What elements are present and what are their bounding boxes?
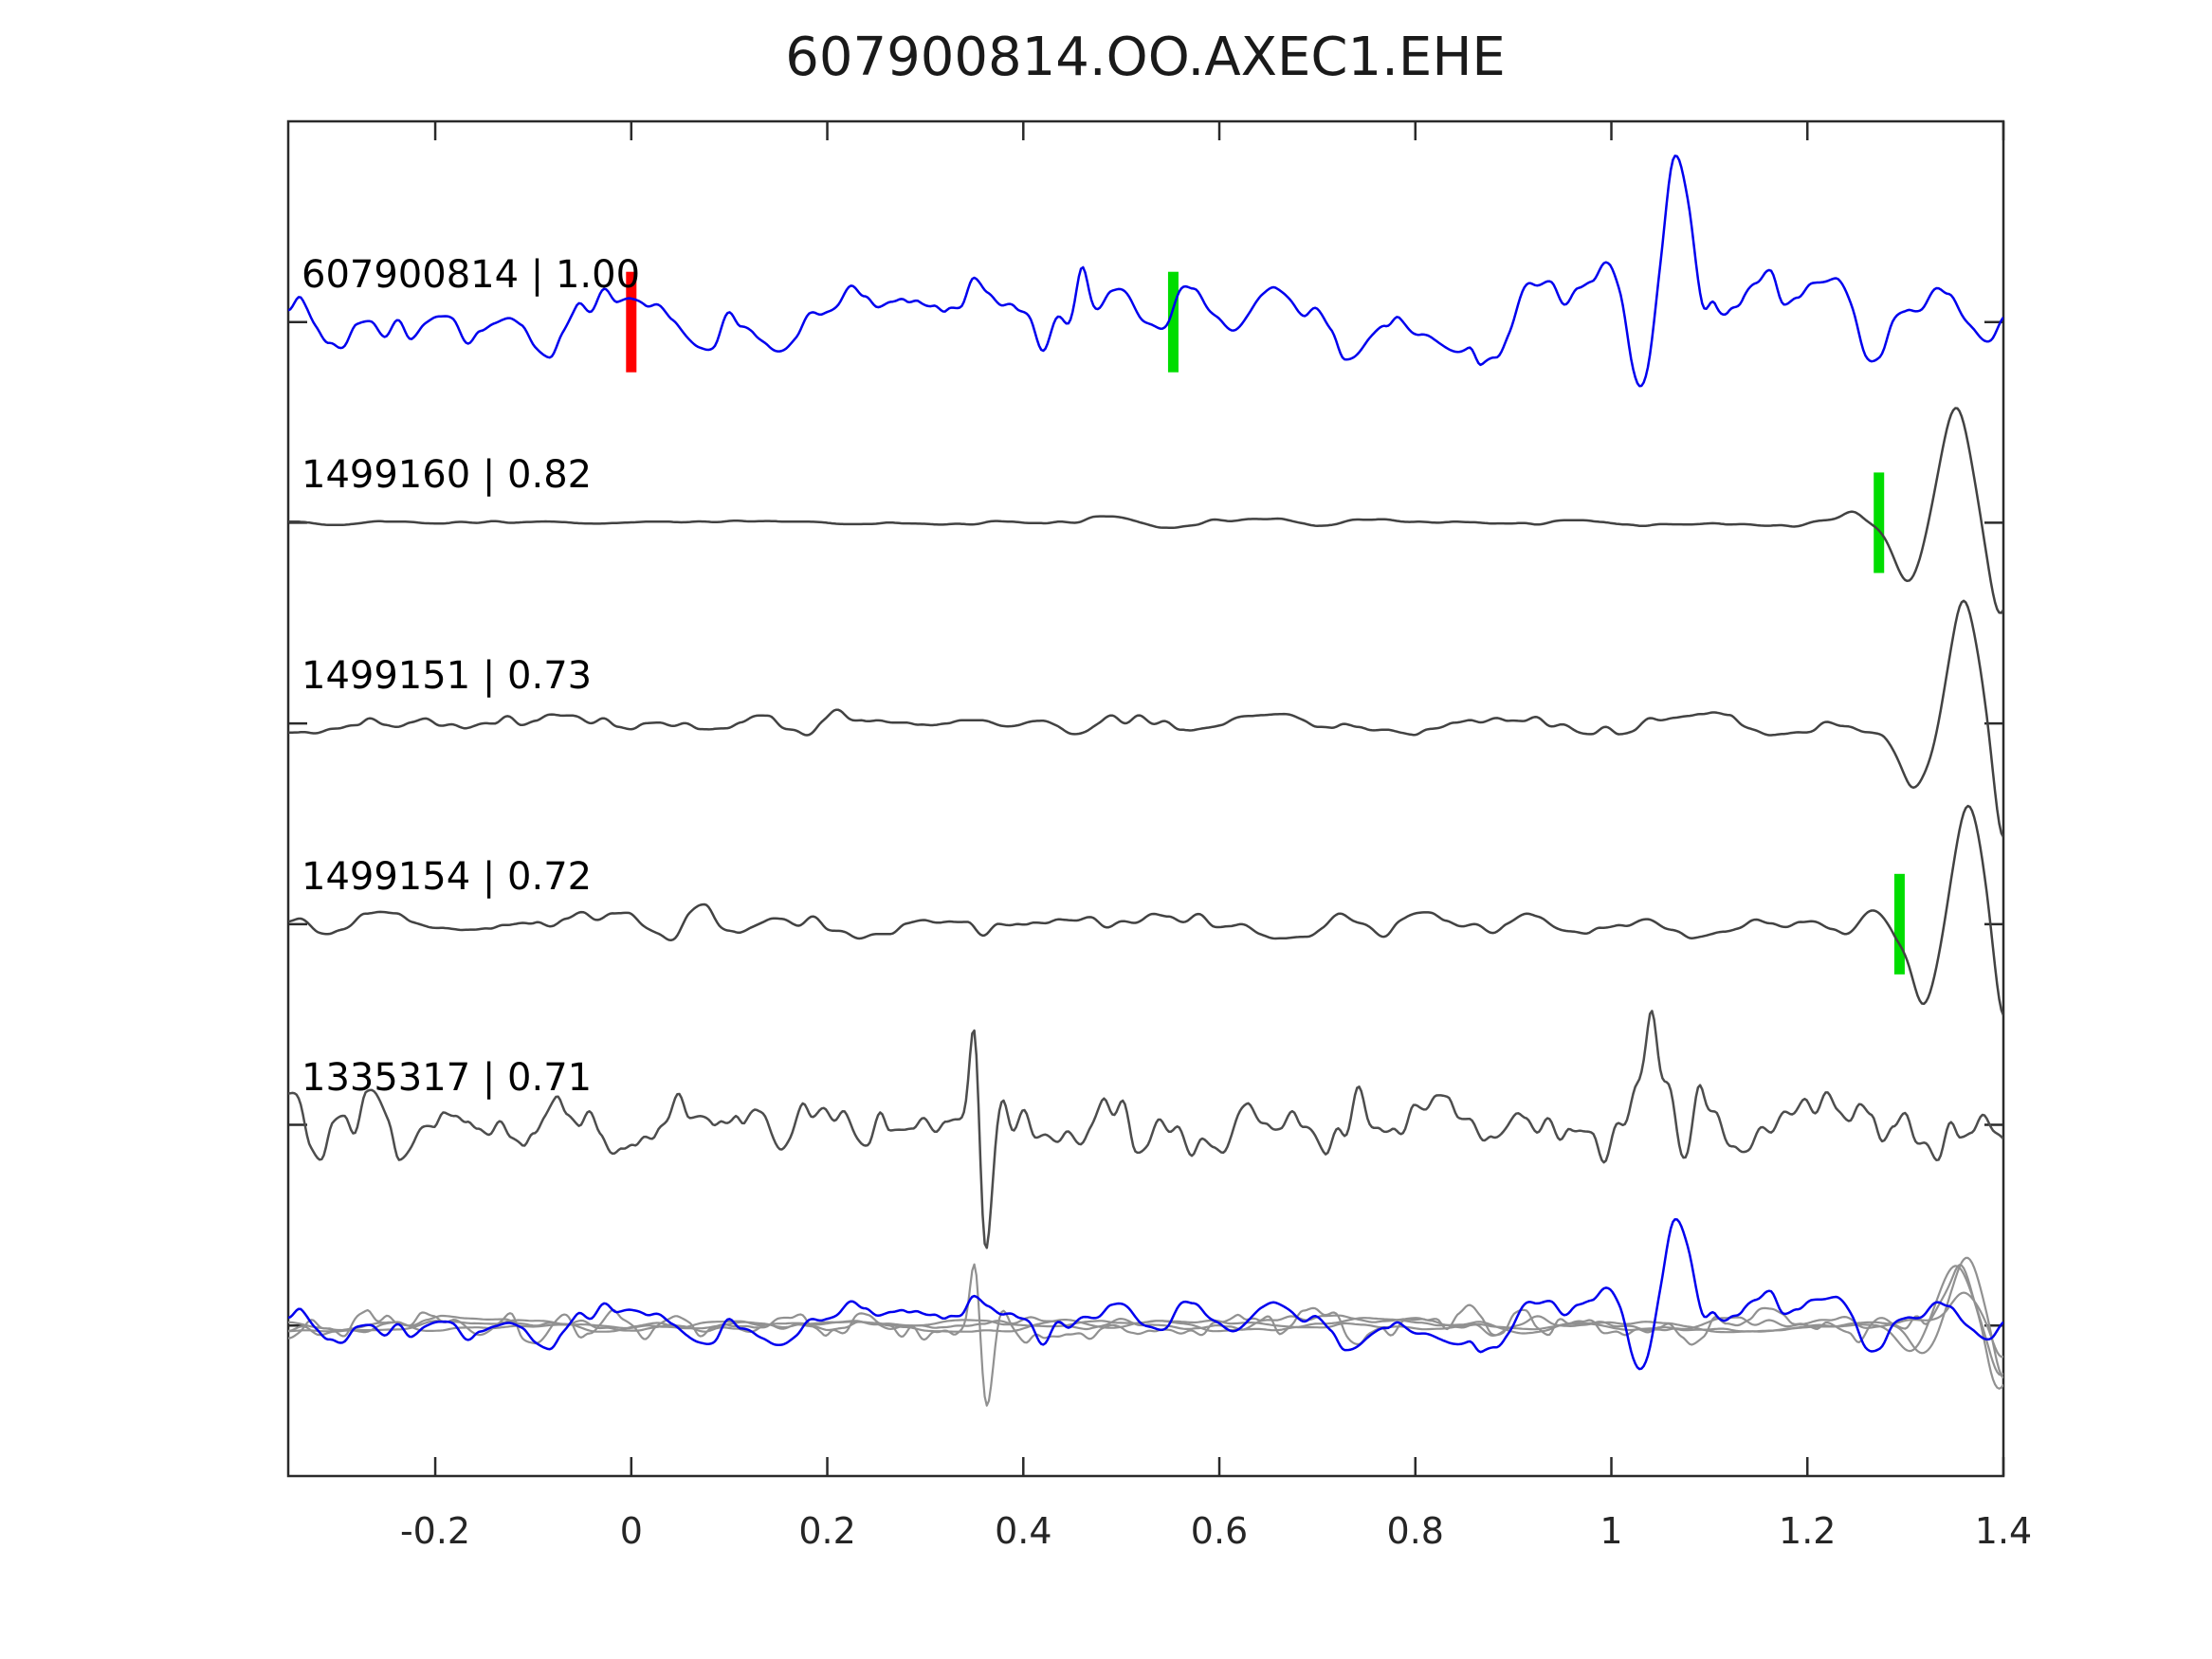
- x-tick-label: 0.8: [1387, 1510, 1444, 1552]
- x-tick-label: 0.6: [1191, 1510, 1248, 1552]
- pick-marker-green: [1874, 472, 1885, 574]
- trace-label-1499154: 1499154 | 0.72: [302, 854, 593, 899]
- trace-path-1499154: [288, 804, 2003, 1016]
- trace-label-1499151: 1499151 | 0.73: [302, 654, 593, 699]
- overlay-gray-flat-2: [288, 1256, 2003, 1379]
- x-tick-label: 0.2: [798, 1510, 855, 1552]
- pick-marker-green: [1167, 271, 1179, 373]
- trace-label-1335317: 1335317 | 0.71: [302, 1055, 593, 1100]
- axes-frame: [286, 119, 2005, 1478]
- trace-path-1499151: [288, 599, 2003, 838]
- trace-path-1499160: [288, 407, 2003, 614]
- x-tick-label: -0.2: [400, 1510, 470, 1552]
- x-tick-label: 0: [620, 1510, 643, 1552]
- pick-marker-green: [1893, 873, 1905, 975]
- overlay-gray-flat-3: [288, 1291, 2003, 1358]
- x-tick-label: 1.2: [1779, 1510, 1836, 1552]
- overlay-gray-spike: [288, 1263, 2003, 1407]
- figure-title: 607900814.OO.AXEC1.EHE: [785, 27, 1506, 88]
- x-tick-label: 1: [1600, 1510, 1622, 1552]
- x-tick-label: 0.4: [995, 1510, 1051, 1552]
- pick-marker-red: [626, 271, 637, 373]
- overlay-blue-template: [288, 1217, 2003, 1371]
- trace-label-607900814: 607900814 | 1.00: [302, 252, 641, 297]
- x-tick-label: 1.4: [1975, 1510, 2032, 1552]
- trace-path-1335317: [288, 1010, 2003, 1249]
- trace-path-607900814: [288, 155, 2003, 388]
- trace-label-1499160: 1499160 | 0.82: [302, 453, 593, 498]
